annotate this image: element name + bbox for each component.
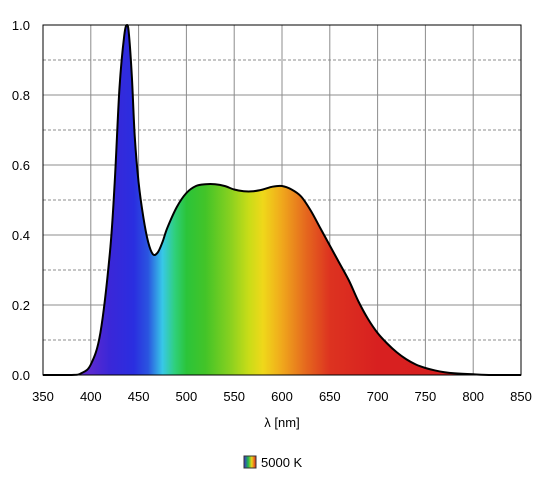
legend-swatch xyxy=(243,455,257,469)
y-tick-label: 0.4 xyxy=(12,228,30,243)
legend: 5000 K xyxy=(243,455,303,470)
spectrum-area xyxy=(43,25,521,375)
x-tick-label: 400 xyxy=(80,389,102,404)
y-tick-label: 0.2 xyxy=(12,298,30,313)
x-tick-label: 500 xyxy=(176,389,198,404)
x-tick-label: 800 xyxy=(462,389,484,404)
legend-label: 5000 K xyxy=(261,455,303,470)
x-tick-label: 750 xyxy=(415,389,437,404)
plot-border xyxy=(42,24,522,376)
x-tick-label: 450 xyxy=(128,389,150,404)
x-tick-label: 350 xyxy=(32,389,54,404)
y-tick-label: 0.0 xyxy=(12,368,30,383)
y-tick-label: 0.8 xyxy=(12,88,30,103)
y-tick-labels: 0.0 0.2 0.4 0.6 0.8 1.0 xyxy=(12,18,30,383)
spectrum-line xyxy=(43,23,521,376)
y-tick-label: 1.0 xyxy=(12,18,30,33)
x-axis-title: λ [nm] xyxy=(264,415,299,430)
y-tick-label: 0.6 xyxy=(12,158,30,173)
x-tick-label: 700 xyxy=(367,389,389,404)
x-tick-label: 600 xyxy=(271,389,293,404)
x-tick-label: 650 xyxy=(319,389,341,404)
x-tick-label: 550 xyxy=(223,389,245,404)
x-tick-labels: 350 400 450 500 550 600 650 700 750 800 850 xyxy=(32,389,532,404)
x-tick-label: 850 xyxy=(510,389,532,404)
